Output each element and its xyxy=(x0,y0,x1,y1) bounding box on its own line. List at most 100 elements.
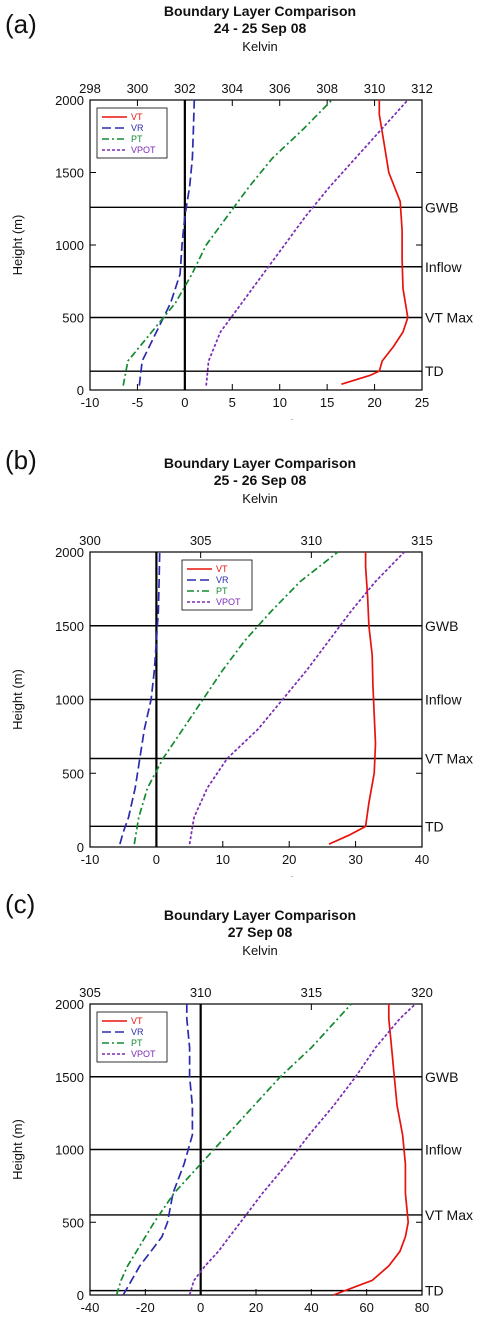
top-tick-label: 320 xyxy=(411,985,433,1000)
top-tick-label: 302 xyxy=(174,81,196,96)
y-tick-label: 1500 xyxy=(55,166,84,181)
panel-label: (b) xyxy=(5,445,37,475)
legend-label: VT xyxy=(131,1016,143,1026)
legend-label: VT xyxy=(216,564,228,574)
x-tick-label: 15 xyxy=(320,395,334,410)
y-tick-label: 1000 xyxy=(55,693,84,708)
x-tick-label: -5 xyxy=(132,395,144,410)
reference-line-label: Inflow xyxy=(425,692,462,708)
top-tick-label: 305 xyxy=(190,533,212,548)
x-tick-label: 20 xyxy=(249,1300,263,1315)
chart-subtitle: 27 Sep 08 xyxy=(228,924,293,940)
x-tick-label: 0 xyxy=(197,1300,204,1315)
panel-label: (a) xyxy=(5,9,37,39)
y-tick-label: 0 xyxy=(77,840,84,855)
x-tick-label: 20 xyxy=(282,852,296,867)
series-line-pt xyxy=(122,99,333,386)
chart-subtitle: 25 - 26 Sep 08 xyxy=(214,472,307,488)
y-tick-label: 500 xyxy=(62,311,84,326)
reference-line-label: VT Max xyxy=(425,1207,473,1223)
chart-title: Boundary Layer Comparison xyxy=(164,907,356,923)
chart-panel-c: (c) Boundary Layer Comparison 27 Sep 08 Kel… xyxy=(0,877,483,1318)
y-tick-label: 500 xyxy=(62,1215,84,1230)
legend-label: VT xyxy=(131,112,143,122)
x-tick-label: 80 xyxy=(415,1300,429,1315)
top-tick-label: 305 xyxy=(79,985,101,1000)
reference-line-label: GWB xyxy=(425,199,458,215)
y-tick-label: 2000 xyxy=(55,545,84,560)
chart-panel-a: (a) Boundary Layer Comparison 24 - 25 Sep … xyxy=(0,0,483,434)
x-tick-label: 40 xyxy=(304,1300,318,1315)
top-tick-label: 300 xyxy=(127,81,149,96)
legend-label: VR xyxy=(216,575,229,585)
x-tick-label: 0 xyxy=(153,852,160,867)
y-axis-label: Height (m) xyxy=(10,215,25,276)
top-tick-label: 312 xyxy=(411,81,433,96)
series-line-vr xyxy=(122,1004,194,1296)
legend-label: VPOT xyxy=(216,597,241,607)
legend-label: VPOT xyxy=(131,145,156,155)
y-axis-label: Height (m) xyxy=(10,1119,25,1180)
reference-line-label: TD xyxy=(425,818,444,834)
x-tick-label: 10 xyxy=(272,395,286,410)
x-tick-label: 30 xyxy=(348,852,362,867)
top-tick-label: 304 xyxy=(221,81,243,96)
y-tick-label: 500 xyxy=(62,766,84,781)
x-tick-label: 20 xyxy=(367,395,381,410)
reference-line-label: VT Max xyxy=(425,310,473,326)
top-axis-label: Kelvin xyxy=(242,491,277,506)
reference-line-label: Inflow xyxy=(425,1142,462,1158)
legend-label: VR xyxy=(131,123,144,133)
y-tick-label: 0 xyxy=(77,1288,84,1303)
series-line-pt xyxy=(133,551,339,845)
legend-label: PT xyxy=(216,586,228,596)
top-tick-label: 315 xyxy=(300,985,322,1000)
legend-label: VR xyxy=(131,1027,144,1037)
chart-panel-b: (b) Boundary Layer Comparison 25 - 26 Sep … xyxy=(0,437,483,891)
top-tick-label: 310 xyxy=(364,81,386,96)
y-tick-label: 1000 xyxy=(55,238,84,253)
y-tick-label: 0 xyxy=(77,383,84,398)
x-tick-label: 5 xyxy=(229,395,236,410)
x-tick-label: -10 xyxy=(81,852,100,867)
y-tick-label: 1500 xyxy=(55,619,84,634)
y-tick-label: 1500 xyxy=(55,1070,84,1085)
series-line-vr xyxy=(138,99,196,386)
x-tick-label: 0 xyxy=(181,395,188,410)
top-tick-label: 308 xyxy=(316,81,338,96)
reference-line-label: Inflow xyxy=(425,259,462,275)
reference-line-label: VT Max xyxy=(425,751,473,767)
chart-title: Boundary Layer Comparison xyxy=(164,455,356,471)
series-line-vt xyxy=(328,552,377,845)
x-tick-label: -10 xyxy=(81,395,100,410)
x-tick-label: 60 xyxy=(359,1300,373,1315)
reference-line-label: TD xyxy=(425,363,444,379)
top-axis-label: Kelvin xyxy=(242,943,277,958)
reference-line-label: GWB xyxy=(425,618,458,634)
x-tick-label: 10 xyxy=(216,852,230,867)
y-axis-label: Height (m) xyxy=(10,669,25,730)
legend-label: PT xyxy=(131,1038,143,1048)
series-line-vr xyxy=(119,551,161,845)
series-line-vt xyxy=(333,1004,410,1296)
series-line-vpot xyxy=(188,1003,416,1296)
panel-label: (c) xyxy=(5,889,35,919)
chart-title: Boundary Layer Comparison xyxy=(164,3,356,19)
top-tick-label: 310 xyxy=(190,985,212,1000)
reference-line-label: GWB xyxy=(425,1069,458,1085)
series-line-vpot xyxy=(205,99,409,386)
series-line-vpot xyxy=(188,551,405,845)
top-axis-label: Kelvin xyxy=(242,39,277,54)
top-tick-label: 300 xyxy=(79,533,101,548)
x-tick-label: -40 xyxy=(81,1300,100,1315)
legend-label: PT xyxy=(131,134,143,144)
series-line-pt xyxy=(115,1003,352,1296)
x-tick-label: 40 xyxy=(415,852,429,867)
series-line-vt xyxy=(341,100,409,386)
reference-line-label: TD xyxy=(425,1283,444,1299)
top-tick-label: 310 xyxy=(300,533,322,548)
y-tick-label: 2000 xyxy=(55,997,84,1012)
